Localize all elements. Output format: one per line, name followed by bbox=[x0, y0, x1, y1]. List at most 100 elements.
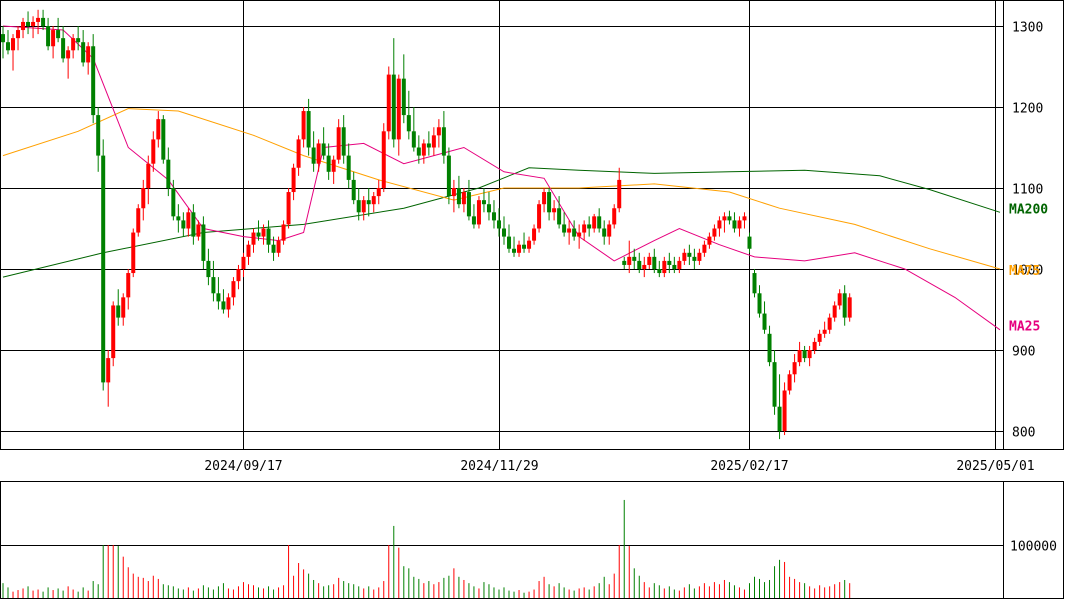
candle-body bbox=[617, 179, 622, 209]
price-tick-label: 1000 bbox=[1012, 264, 1043, 279]
candle-body bbox=[156, 119, 161, 140]
candle-body bbox=[787, 374, 792, 391]
volume-tick-label: 100000 bbox=[1010, 540, 1057, 555]
candle-body bbox=[837, 293, 842, 306]
candle-body bbox=[416, 147, 421, 156]
candle-body bbox=[476, 200, 481, 225]
candle-body bbox=[451, 188, 456, 197]
candle-body bbox=[557, 208, 562, 225]
candle-body bbox=[311, 147, 316, 164]
candle-body bbox=[216, 293, 221, 302]
candle-body bbox=[822, 329, 827, 334]
candle-body bbox=[466, 192, 471, 217]
candle-body bbox=[527, 240, 532, 249]
candle-body bbox=[46, 26, 51, 47]
candle-body bbox=[276, 240, 281, 253]
candle-body bbox=[226, 297, 231, 310]
candle-body bbox=[471, 216, 476, 225]
candle-body bbox=[256, 232, 261, 237]
candlestick-layer bbox=[1, 9, 852, 440]
candle-body bbox=[386, 74, 391, 132]
candle-body bbox=[336, 127, 341, 160]
price-tick-label: 1100 bbox=[1012, 183, 1043, 198]
candle-body bbox=[682, 252, 687, 261]
candle-body bbox=[672, 264, 677, 269]
candle-body bbox=[11, 38, 16, 51]
candle-body bbox=[732, 220, 737, 229]
candle-body bbox=[191, 212, 196, 237]
candle-body bbox=[777, 406, 782, 431]
candle-body bbox=[176, 216, 181, 221]
candle-body bbox=[376, 188, 381, 197]
candle-body bbox=[21, 21, 26, 31]
candle-body bbox=[587, 224, 592, 229]
candle-body bbox=[737, 220, 742, 229]
candle-body bbox=[26, 21, 31, 26]
candle-body bbox=[647, 256, 652, 265]
candle-body bbox=[712, 228, 717, 237]
candle-body bbox=[612, 208, 617, 225]
candle-body bbox=[496, 220, 501, 229]
candle-body bbox=[366, 200, 371, 205]
price-tick-label: 1200 bbox=[1012, 102, 1043, 117]
candle-body bbox=[61, 38, 66, 59]
candle-body bbox=[121, 297, 126, 318]
candle-body bbox=[101, 155, 106, 383]
price-panel-frame bbox=[0, 0, 1064, 450]
candle-body bbox=[286, 192, 291, 225]
price-tick-label: 900 bbox=[1012, 345, 1035, 360]
candle-body bbox=[657, 269, 662, 274]
candle-body bbox=[221, 301, 226, 310]
candle-body bbox=[602, 228, 607, 237]
candle-body bbox=[361, 200, 366, 213]
date-tick-label: 2025/02/17 bbox=[710, 459, 788, 474]
candle-body bbox=[847, 297, 852, 318]
price-tick-label: 800 bbox=[1012, 426, 1035, 441]
candle-body bbox=[141, 188, 146, 209]
candle-body bbox=[431, 135, 436, 148]
candle-body bbox=[281, 224, 286, 241]
candle-body bbox=[627, 256, 632, 265]
date-tick-label: 2025/05/01 bbox=[956, 459, 1034, 474]
candle-body bbox=[502, 228, 506, 237]
candle-body bbox=[687, 252, 692, 257]
candle-body bbox=[632, 256, 637, 261]
ma-line-ma200 bbox=[2, 167, 1001, 278]
candle-body bbox=[642, 264, 647, 269]
candle-body bbox=[171, 188, 176, 217]
candle-body bbox=[562, 224, 567, 233]
candle-body bbox=[381, 131, 386, 188]
candle-body bbox=[812, 341, 817, 350]
candle-body bbox=[401, 78, 406, 116]
candle-body bbox=[81, 42, 86, 63]
candle-body bbox=[446, 155, 451, 197]
candle-body bbox=[211, 277, 216, 294]
candle-body bbox=[491, 212, 496, 221]
grid-layer bbox=[0, 0, 1003, 546]
candle-body bbox=[567, 228, 572, 233]
candle-body bbox=[832, 305, 837, 318]
candle-body bbox=[86, 46, 91, 63]
candle-body bbox=[797, 350, 802, 363]
candle-body bbox=[231, 281, 236, 298]
candle-body bbox=[251, 232, 256, 245]
candle-body bbox=[827, 317, 832, 330]
candle-body bbox=[371, 196, 376, 205]
candle-body bbox=[767, 333, 772, 363]
candle-body bbox=[146, 163, 151, 188]
ma-line-ma25 bbox=[2, 25, 1001, 331]
candle-body bbox=[667, 260, 672, 265]
candle-body bbox=[441, 127, 446, 156]
candle-body bbox=[241, 256, 246, 269]
candle-body bbox=[296, 139, 301, 168]
candle-body bbox=[406, 115, 411, 132]
ma-label-ma75: MA75 bbox=[1009, 264, 1040, 279]
moving-average-layer bbox=[2, 25, 1001, 331]
price-tick-label: 1300 bbox=[1012, 21, 1043, 36]
candle-body bbox=[196, 224, 201, 237]
candle-body bbox=[507, 236, 512, 249]
candle-body bbox=[166, 159, 171, 188]
candle-body bbox=[677, 260, 682, 269]
